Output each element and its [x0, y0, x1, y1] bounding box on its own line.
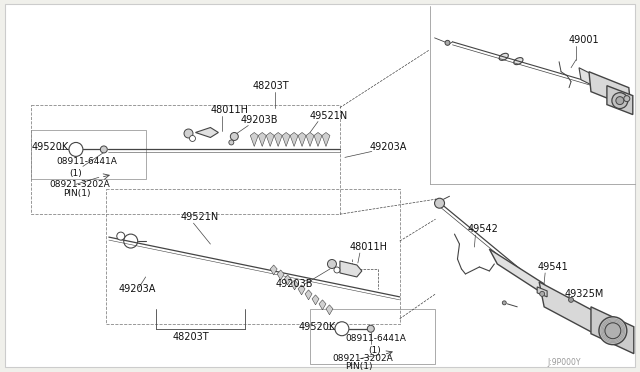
Polygon shape — [591, 307, 634, 354]
Text: 08921-3202A: 08921-3202A — [49, 180, 110, 189]
Polygon shape — [277, 270, 284, 280]
Circle shape — [612, 93, 628, 109]
Polygon shape — [284, 275, 291, 285]
Text: 49203A: 49203A — [119, 284, 156, 294]
Polygon shape — [314, 132, 322, 147]
Circle shape — [69, 142, 83, 156]
Polygon shape — [274, 132, 282, 147]
Polygon shape — [291, 280, 298, 290]
Polygon shape — [290, 132, 298, 147]
Polygon shape — [607, 86, 633, 115]
Polygon shape — [250, 132, 258, 147]
Bar — [31, 105, 340, 214]
Circle shape — [445, 40, 450, 45]
Polygon shape — [306, 132, 314, 147]
Text: 08921-3202A: 08921-3202A — [332, 354, 393, 363]
Circle shape — [367, 325, 374, 332]
Text: 49541: 49541 — [537, 262, 568, 272]
Polygon shape — [490, 249, 551, 299]
Text: 48011H: 48011H — [350, 242, 388, 252]
Polygon shape — [195, 128, 218, 138]
Polygon shape — [319, 300, 326, 310]
Text: 49521N: 49521N — [180, 212, 219, 222]
Text: PIN(1): PIN(1) — [345, 362, 372, 371]
Circle shape — [605, 323, 621, 339]
Bar — [106, 189, 400, 324]
Polygon shape — [266, 132, 274, 147]
Polygon shape — [322, 132, 330, 147]
Text: PIN(1): PIN(1) — [63, 189, 90, 198]
Text: 49001: 49001 — [569, 35, 600, 45]
Text: 49542: 49542 — [467, 224, 499, 234]
Circle shape — [229, 140, 234, 145]
Text: 08911-6441A: 08911-6441A — [56, 157, 117, 166]
Text: 49325M: 49325M — [564, 289, 604, 299]
Polygon shape — [305, 290, 312, 300]
Text: 49521N: 49521N — [310, 110, 348, 121]
Text: 48011H: 48011H — [211, 105, 248, 115]
Polygon shape — [258, 132, 266, 147]
Polygon shape — [539, 282, 604, 339]
Circle shape — [568, 297, 573, 302]
Text: 49203B: 49203B — [240, 115, 278, 125]
Text: 49203B: 49203B — [275, 279, 313, 289]
Circle shape — [540, 291, 545, 296]
Ellipse shape — [499, 53, 508, 60]
Circle shape — [184, 129, 193, 138]
Circle shape — [502, 301, 506, 305]
Text: J:9P000Y: J:9P000Y — [547, 358, 580, 367]
Text: 48203T: 48203T — [173, 332, 209, 342]
Text: 48203T: 48203T — [252, 81, 289, 91]
Polygon shape — [589, 72, 631, 108]
Text: 49520K: 49520K — [31, 142, 68, 153]
Circle shape — [230, 132, 238, 141]
Bar — [310, 309, 435, 363]
Text: N: N — [337, 326, 342, 332]
Text: 49520KA: 49520KA — [298, 322, 342, 332]
Polygon shape — [298, 132, 306, 147]
Polygon shape — [298, 285, 305, 295]
Polygon shape — [537, 287, 547, 297]
Circle shape — [599, 317, 627, 345]
Ellipse shape — [514, 58, 523, 65]
Polygon shape — [579, 68, 601, 90]
Circle shape — [100, 146, 108, 153]
Polygon shape — [270, 265, 277, 275]
Polygon shape — [282, 132, 290, 147]
Circle shape — [116, 232, 125, 240]
Text: N: N — [71, 147, 77, 153]
Circle shape — [328, 260, 337, 269]
Polygon shape — [340, 261, 362, 277]
Text: 49203A: 49203A — [370, 142, 407, 153]
Circle shape — [616, 97, 624, 105]
Polygon shape — [326, 305, 333, 315]
Circle shape — [189, 135, 195, 141]
Circle shape — [335, 322, 349, 336]
Polygon shape — [312, 295, 319, 305]
Circle shape — [334, 267, 340, 273]
Circle shape — [624, 96, 630, 102]
Circle shape — [435, 198, 445, 208]
Text: (1): (1) — [69, 169, 82, 178]
Text: (1): (1) — [368, 346, 381, 355]
Bar — [31, 129, 146, 179]
Text: 08911-6441A: 08911-6441A — [345, 334, 406, 343]
